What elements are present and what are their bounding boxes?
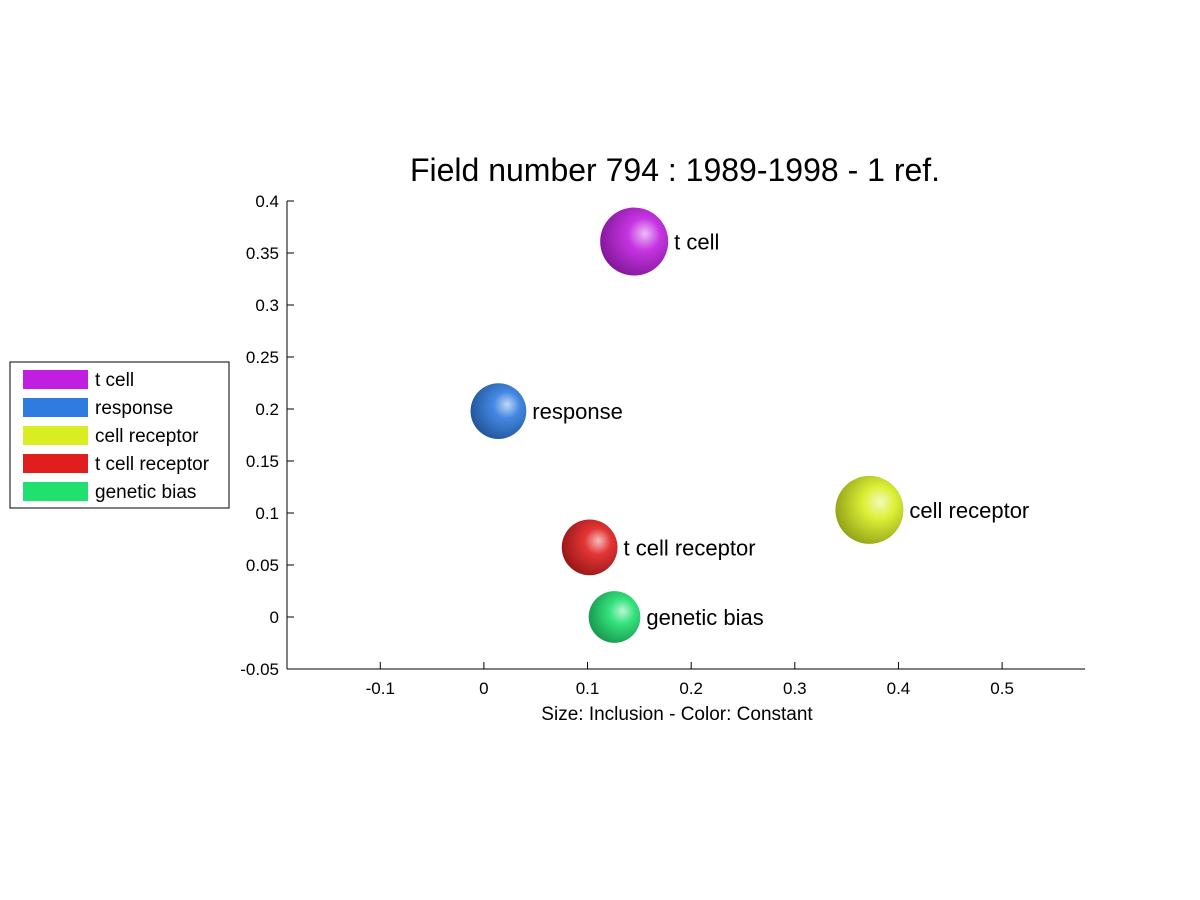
data-point-label: cell receptor	[909, 498, 1029, 523]
y-tick-label: 0.4	[255, 192, 279, 211]
y-tick-label: 0.1	[255, 504, 279, 523]
y-tick-label: 0.35	[246, 244, 279, 263]
data-point-label: t cell	[674, 230, 719, 255]
y-tick-label: 0.2	[255, 400, 279, 419]
y-tick-label: 0.05	[246, 556, 279, 575]
legend-label: response	[95, 398, 173, 419]
legend-label: genetic bias	[95, 482, 196, 503]
y-tick-label: 0	[270, 608, 279, 627]
x-tick-label: 0.4	[887, 679, 911, 698]
data-point-sphere	[588, 591, 641, 643]
legend-label: t cell receptor	[95, 454, 210, 475]
y-tick-label: -0.05	[240, 660, 279, 679]
data-point-sphere	[561, 519, 618, 576]
legend: t cell response cell receptor t cell recept…	[9, 361, 230, 509]
data-points: t cell response cell receptor t cell recept…	[470, 207, 1029, 643]
y-tick-label: 0.15	[246, 452, 279, 471]
legend-label: t cell	[95, 370, 134, 391]
legend-swatch	[23, 398, 88, 417]
axes: -0.05 0 0.05 0.1 0.15 0.2 0.25 0.3 0.35 0.4 -0.1 0 0…	[240, 192, 1085, 698]
x-tick-label: 0.5	[990, 679, 1014, 698]
chart-title: Field number 794 : 1989-1998 - 1 ref.	[410, 152, 940, 188]
x-tick-label: 0	[479, 679, 488, 698]
legend-swatch	[23, 482, 88, 501]
legend-swatch	[23, 370, 88, 389]
data-point-sphere	[600, 207, 669, 276]
data-point-label: genetic bias	[646, 605, 763, 630]
data-point-sphere	[835, 475, 904, 544]
data-point-label: t cell receptor	[623, 535, 755, 560]
legend-swatch	[23, 454, 88, 473]
y-tick-label: 0.25	[246, 348, 279, 367]
legend-label: cell receptor	[95, 426, 199, 447]
legend-swatch	[23, 426, 88, 445]
x-tick-label: 0.1	[576, 679, 600, 698]
x-tick-label: 0.2	[679, 679, 703, 698]
y-tick-label: 0.3	[255, 296, 279, 315]
data-point-label: response	[532, 399, 623, 424]
data-point-sphere	[470, 383, 527, 439]
x-axis-label: Size: Inclusion - Color: Constant	[541, 704, 813, 725]
x-tick-label: -0.1	[366, 679, 395, 698]
x-tick-label: 0.3	[783, 679, 807, 698]
